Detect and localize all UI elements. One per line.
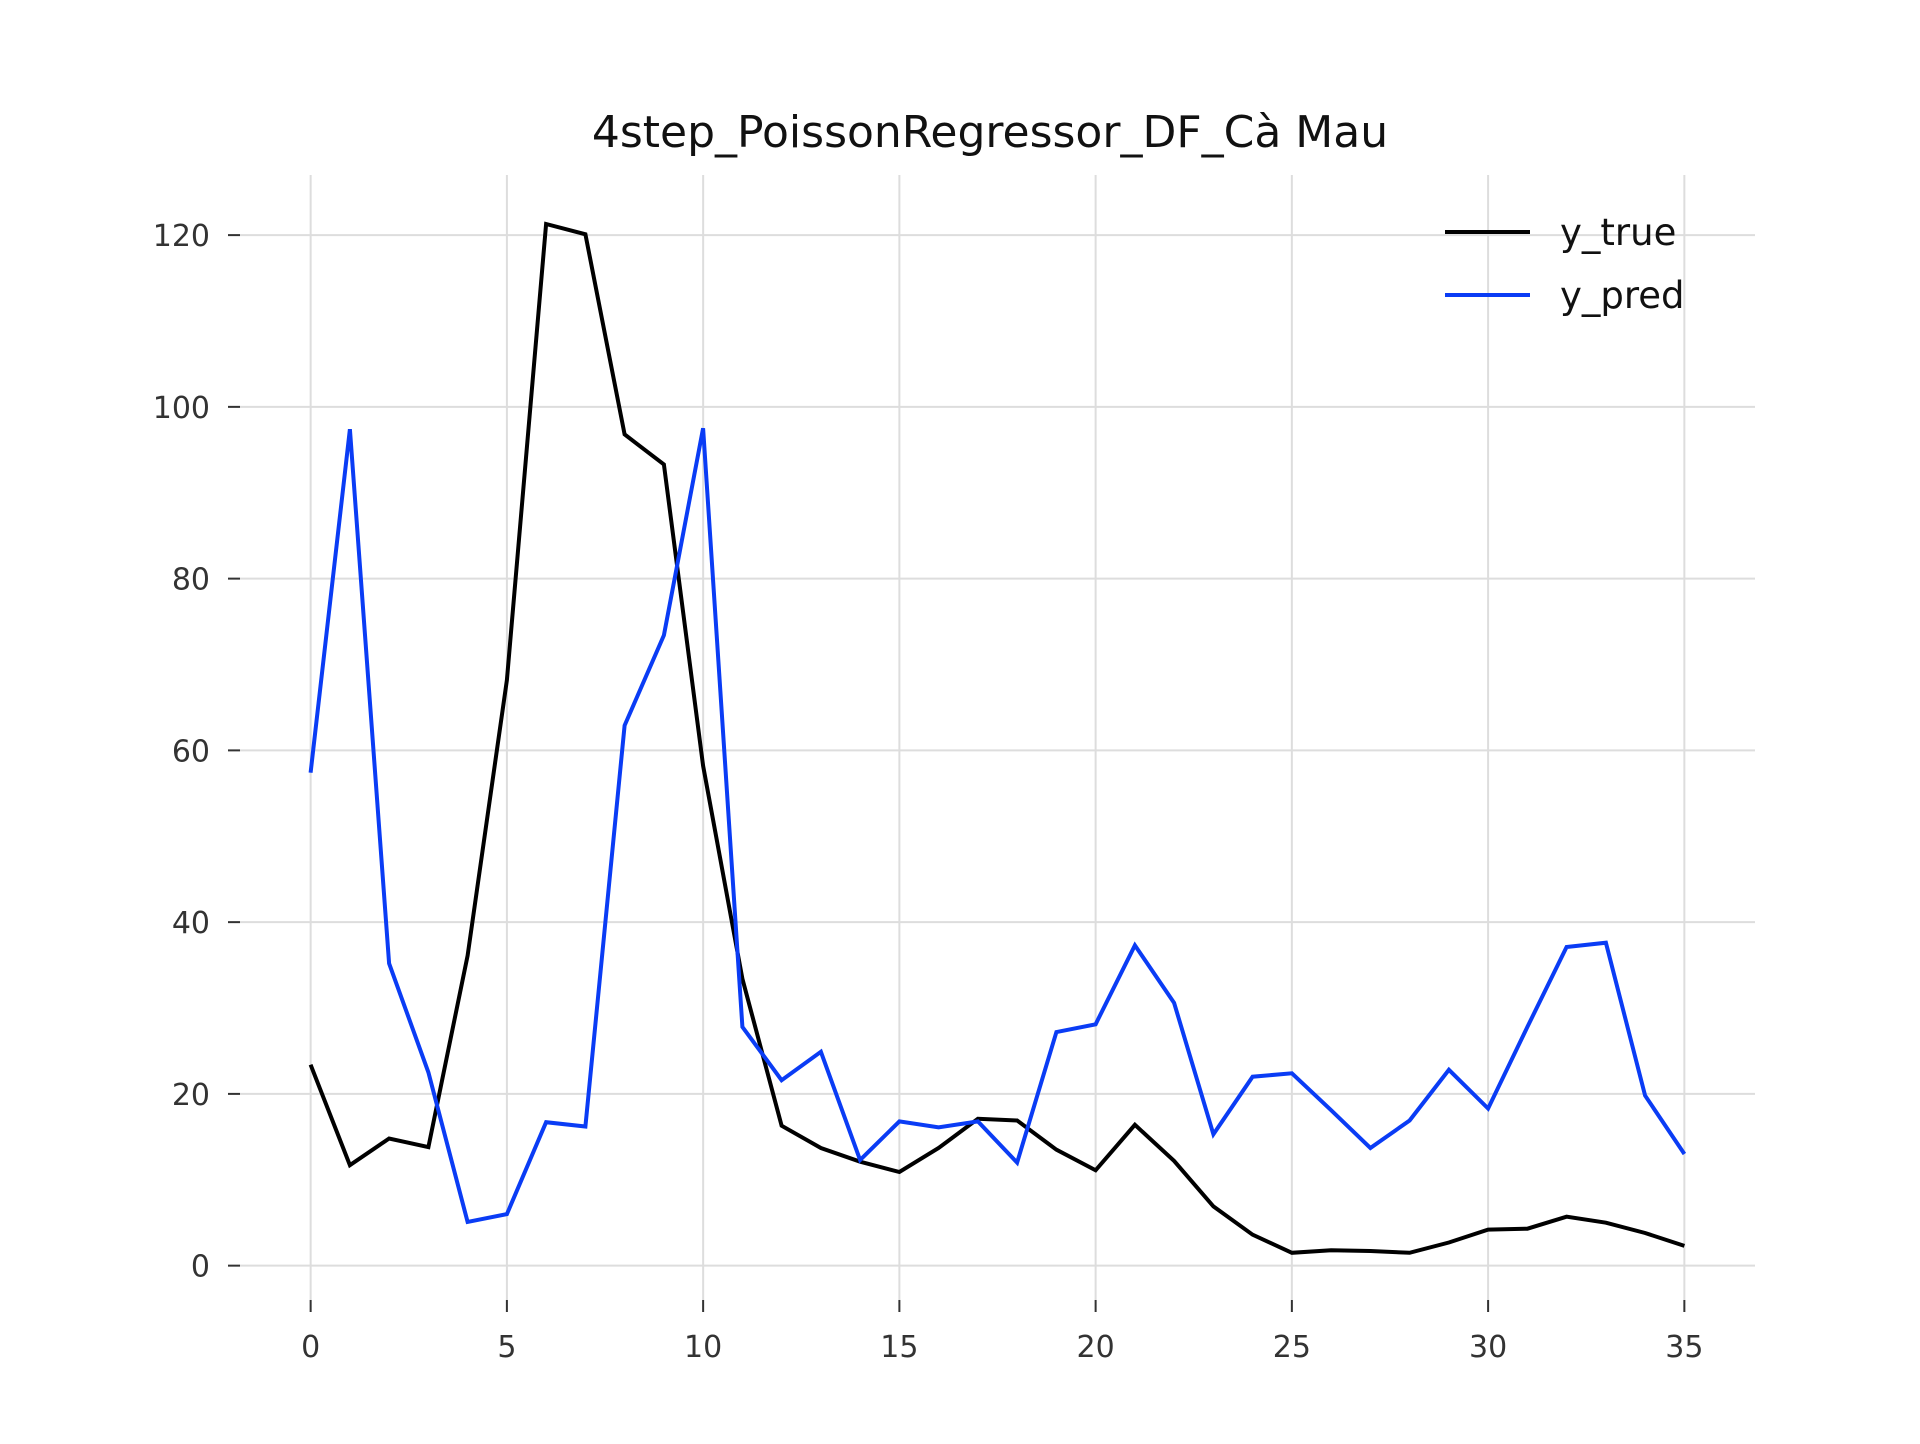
x-tick-label: 0 [301,1330,320,1365]
legend-label-y-pred: y_pred [1560,274,1685,317]
legend: y_true y_pred [1445,211,1685,317]
x-tick-label: 30 [1469,1330,1507,1365]
x-tick-label: 5 [497,1330,516,1365]
x-tick-label: 15 [880,1330,918,1365]
series-group [308,221,1687,1255]
y-tick-label: 100 [153,391,210,426]
grid [240,175,1755,1300]
x-tick-label: 10 [684,1330,722,1365]
y-tick-label: 60 [172,734,210,769]
chart-title: 4step_PoissonRegressor_DF_Cà Mau [592,107,1388,158]
y-tick-label: 20 [172,1078,210,1113]
y-tick-label: 80 [172,563,210,598]
legend-label-y-true: y_true [1560,211,1676,254]
x-tick-label: 20 [1077,1330,1115,1365]
y-tick-label: 40 [172,906,210,941]
y-tick-label: 0 [191,1250,210,1285]
x-tick-label: 35 [1665,1330,1703,1365]
x-tick-label: 25 [1273,1330,1311,1365]
series-line-y-true [308,221,1686,1255]
axes: 0 5 10 15 20 25 30 35 0 20 40 60 80 100 120 [153,219,1704,1365]
y-tick-label: 120 [153,219,210,254]
series-line-y-pred [308,427,1687,1225]
